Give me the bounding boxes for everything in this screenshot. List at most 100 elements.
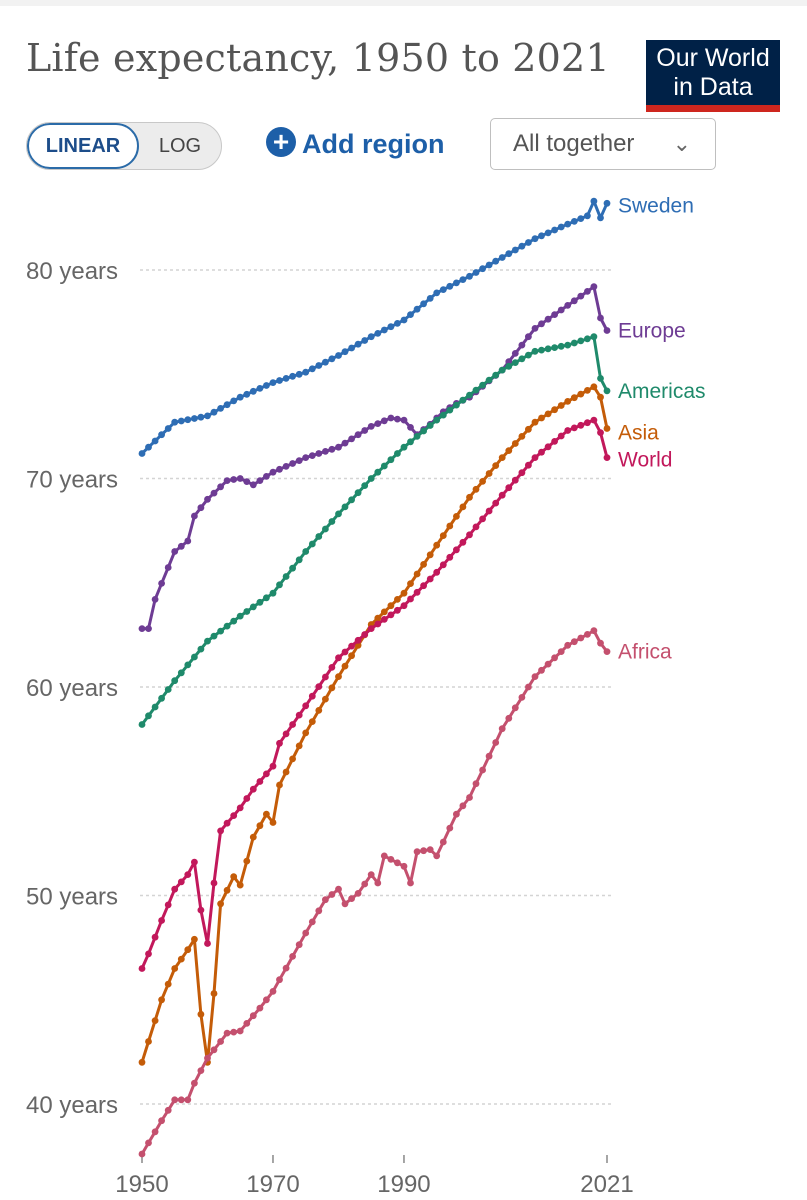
data-point-world [420, 582, 427, 590]
data-point-world [282, 730, 290, 738]
data-point-sweden [439, 286, 447, 293]
data-point-americas [433, 416, 441, 424]
data-point-europe [164, 564, 172, 571]
data-point-americas [400, 443, 408, 451]
data-point-asia [597, 393, 604, 401]
data-point-asia [426, 551, 434, 559]
data-point-africa [498, 725, 506, 733]
logo-line-1: Our World [656, 44, 770, 72]
owid-logo[interactable]: Our World in Data [646, 40, 780, 112]
data-point-asia [433, 541, 441, 549]
data-point-africa [302, 929, 310, 937]
data-point-asia [531, 418, 539, 426]
data-point-world [151, 933, 159, 941]
data-point-africa [322, 896, 329, 904]
data-point-asia [217, 900, 225, 908]
data-point-africa [276, 976, 283, 984]
data-point-sweden [302, 368, 310, 376]
data-point-americas [302, 548, 310, 555]
data-point-americas [570, 339, 578, 347]
data-point-americas [256, 598, 264, 606]
data-point-world [256, 778, 264, 785]
data-point-asia [505, 447, 513, 454]
data-point-world [597, 429, 604, 436]
data-point-asia [315, 707, 323, 714]
data-point-europe [387, 414, 395, 422]
data-point-americas [289, 564, 296, 572]
data-point-americas [322, 525, 329, 533]
data-point-asia [302, 729, 310, 737]
add-region-button[interactable]: + Add region [266, 124, 445, 164]
data-point-asia [328, 684, 336, 692]
data-point-world [243, 795, 251, 802]
data-point-asia [544, 410, 552, 418]
data-point-africa [256, 1004, 264, 1012]
data-point-asia [380, 608, 388, 616]
series-label-africa: Africa [618, 641, 672, 664]
data-point-americas [544, 345, 552, 353]
add-region-label: Add region [302, 129, 445, 159]
linear-scale-button[interactable]: LINEAR [27, 123, 139, 169]
data-point-africa [295, 941, 303, 949]
facet-dropdown[interactable]: All together ⌄ [490, 118, 716, 170]
data-point-americas [498, 366, 506, 374]
data-point-europe [249, 481, 257, 489]
data-point-asia [269, 819, 277, 826]
data-point-europe [191, 512, 198, 520]
data-point-americas [426, 422, 434, 429]
data-point-sweden [564, 220, 572, 228]
data-point-americas [511, 359, 519, 366]
data-point-africa [341, 900, 349, 908]
data-point-sweden [230, 397, 238, 405]
series-layer [138, 197, 611, 1158]
data-point-americas [551, 344, 558, 351]
log-scale-button[interactable]: LOG [158, 135, 202, 157]
data-point-asia [518, 433, 526, 440]
data-point-world [413, 588, 421, 596]
data-point-sweden [420, 300, 427, 308]
data-point-world [570, 424, 578, 432]
series-label-europe: Europe [618, 319, 686, 342]
series-line-world [140, 418, 609, 970]
x-tick-label-1950: 1950 [115, 1171, 168, 1198]
data-point-asia [485, 470, 493, 477]
dropdown-value: All together [513, 130, 635, 157]
data-point-americas [223, 622, 231, 630]
data-point-sweden [551, 226, 558, 234]
data-point-world [223, 819, 231, 827]
data-point-asia [171, 965, 179, 972]
plus-circle-icon: + [266, 127, 296, 157]
data-point-americas [446, 406, 454, 414]
data-point-asia [145, 1038, 152, 1045]
data-point-americas [204, 637, 211, 645]
data-point-africa [420, 847, 427, 855]
data-point-americas [531, 347, 539, 355]
data-point-asia [256, 822, 264, 830]
data-point-sweden [590, 197, 598, 205]
data-point-sweden [453, 279, 460, 287]
data-point-sweden [315, 362, 323, 369]
data-point-africa [485, 752, 493, 760]
data-point-africa [191, 1079, 198, 1087]
data-point-americas [472, 386, 480, 394]
series-label-sweden: Sweden [618, 194, 694, 217]
data-point-europe [223, 477, 231, 484]
data-point-world [341, 648, 349, 656]
data-point-americas [138, 721, 146, 728]
series-sweden [138, 197, 611, 457]
data-point-africa [577, 634, 585, 642]
data-point-europe [570, 297, 578, 305]
data-point-europe [236, 475, 244, 482]
data-point-world [328, 664, 336, 671]
data-point-africa [479, 766, 486, 774]
data-point-africa [263, 996, 270, 1004]
data-point-sweden [236, 393, 244, 401]
y-axis: 40 years 50 years 60 years 70 years 80 years [26, 258, 118, 1119]
data-point-europe [302, 454, 310, 461]
data-point-africa [380, 852, 388, 860]
data-point-americas [407, 438, 414, 446]
data-point-africa [400, 862, 408, 870]
data-point-europe [511, 350, 519, 357]
data-point-americas [171, 677, 179, 685]
data-point-africa [151, 1128, 159, 1136]
